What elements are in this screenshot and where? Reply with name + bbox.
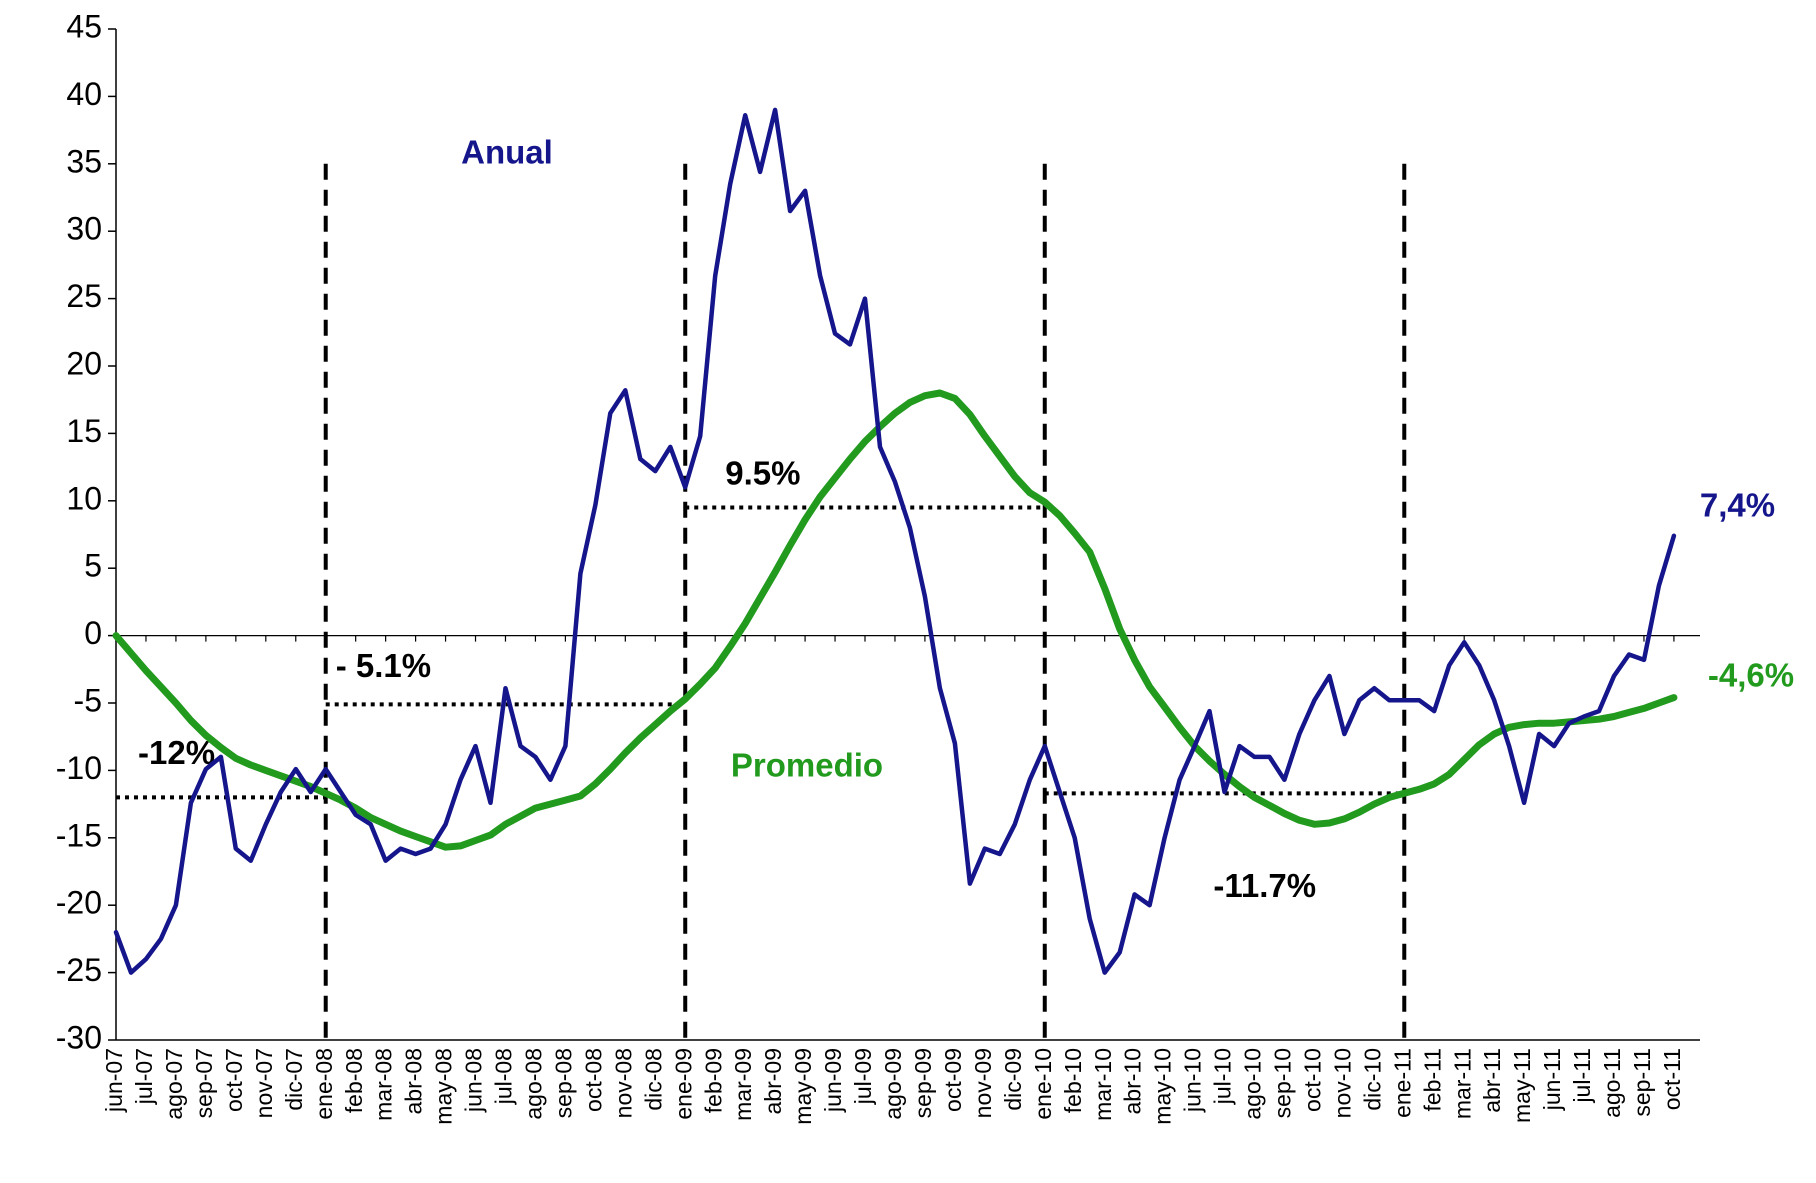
x-tick-label: jul-08 [491, 1048, 517, 1105]
y-tick-label: 45 [66, 8, 102, 44]
x-tick-label: jul-07 [131, 1048, 157, 1105]
x-tick-label: may-08 [431, 1048, 457, 1125]
y-tick-label: 15 [66, 413, 102, 449]
x-tick-label: ago-11 [1599, 1048, 1625, 1118]
series-name: Anual [461, 134, 553, 171]
y-tick-label: 25 [66, 278, 102, 314]
y-tick-label: -30 [56, 1019, 102, 1055]
x-tick-label: ene-08 [311, 1048, 337, 1120]
x-tick-label: may-09 [790, 1048, 816, 1125]
period-label: -12% [138, 734, 215, 771]
y-tick-label: -20 [56, 885, 102, 921]
series-line [113, 107, 1677, 975]
y-tick-label: 35 [66, 143, 102, 179]
x-tick-label: jun-10 [1180, 1048, 1206, 1113]
x-tick-label: sep-10 [1270, 1048, 1296, 1118]
x-tick-label: jun-08 [461, 1048, 487, 1113]
y-tick-label: 10 [66, 480, 102, 516]
x-tick-label: ago-07 [161, 1048, 187, 1120]
x-tick-label: dic-10 [1359, 1048, 1385, 1111]
x-tick-label: nov-09 [970, 1048, 996, 1118]
y-tick-label: 20 [66, 345, 102, 381]
x-tick-label: mar-11 [1449, 1048, 1475, 1119]
x-tick-label: ago-10 [1240, 1048, 1266, 1120]
x-tick-label: feb-10 [1060, 1048, 1086, 1113]
period-label: 9.5% [725, 454, 800, 491]
x-tick-label: feb-08 [341, 1048, 367, 1113]
x-tick-label: nov-07 [251, 1048, 277, 1118]
x-tick-label: abr-09 [760, 1048, 786, 1114]
x-tick-label: dic-09 [1000, 1048, 1026, 1111]
x-tick-label: jul-10 [1210, 1048, 1236, 1105]
x-tick-label: jun-11 [1539, 1048, 1565, 1111]
x-tick-label: oct-07 [221, 1048, 247, 1112]
x-tick-label: jun-07 [101, 1048, 127, 1113]
x-tick-label: oct-09 [940, 1048, 966, 1112]
y-tick-label: -25 [56, 952, 102, 988]
series-name: Promedio [731, 747, 883, 784]
x-tick-label: oct-11 [1659, 1048, 1685, 1110]
x-tick-label: mar-08 [371, 1048, 397, 1121]
x-tick-label: sep-11 [1629, 1048, 1655, 1117]
x-tick-label: feb-11 [1419, 1048, 1445, 1112]
x-tick-label: jul-11 [1569, 1048, 1595, 1104]
y-tick-label: -15 [56, 817, 102, 853]
y-tick-label: 30 [66, 211, 102, 247]
y-tick-label: 0 [84, 615, 102, 651]
x-tick-label: jul-09 [850, 1048, 876, 1105]
y-tick-label: -10 [56, 750, 102, 786]
x-tick-label: oct-08 [580, 1048, 606, 1112]
x-tick-label: nov-08 [610, 1048, 636, 1118]
period-label: - 5.1% [336, 647, 431, 684]
x-tick-label: sep-09 [910, 1048, 936, 1118]
x-tick-label: oct-10 [1299, 1048, 1325, 1112]
x-tick-label: mar-10 [1090, 1048, 1116, 1121]
x-tick-label: jun-09 [820, 1048, 846, 1113]
y-tick-label: -5 [74, 682, 102, 718]
end-label: 7,4% [1700, 487, 1775, 524]
period-label: -11.7% [1213, 867, 1316, 904]
x-tick-label: nov-10 [1329, 1048, 1355, 1118]
x-tick-label: may-11 [1509, 1048, 1535, 1123]
x-tick-label: dic-08 [640, 1048, 666, 1111]
x-tick-label: abr-11 [1479, 1048, 1505, 1113]
end-label: -4,6% [1708, 656, 1794, 693]
series-line [112, 389, 1678, 851]
x-tick-label: ene-10 [1030, 1048, 1056, 1120]
x-tick-label: ene-11 [1389, 1048, 1415, 1118]
y-tick-label: 40 [66, 76, 102, 112]
x-tick-label: ago-09 [880, 1048, 906, 1120]
x-tick-label: sep-07 [191, 1048, 217, 1118]
x-tick-label: abr-08 [401, 1048, 427, 1114]
x-tick-label: may-10 [1150, 1048, 1176, 1125]
x-tick-label: ene-09 [670, 1048, 696, 1120]
x-tick-label: dic-07 [281, 1048, 307, 1111]
x-tick-label: abr-10 [1120, 1048, 1146, 1114]
y-tick-label: 5 [84, 548, 102, 584]
x-tick-label: feb-09 [700, 1048, 726, 1113]
x-tick-label: mar-09 [730, 1048, 756, 1121]
x-tick-label: sep-08 [550, 1048, 576, 1118]
x-tick-label: ago-08 [521, 1048, 547, 1120]
